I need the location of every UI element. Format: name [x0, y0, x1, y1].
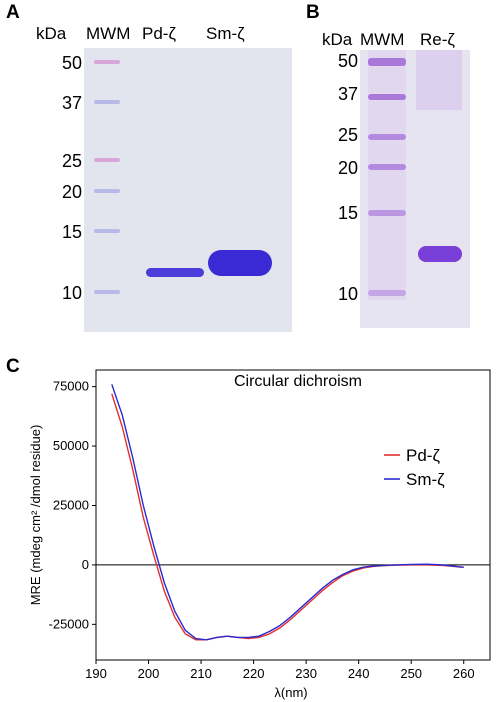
marker-band [368, 94, 406, 100]
y-tick-label: 75000 [53, 379, 89, 394]
panel-a-marker-15: 15 [61, 222, 82, 242]
panel-b-marker-37: 37 [337, 84, 358, 104]
panel-c-letter: C [6, 356, 20, 377]
marker-band [94, 290, 120, 294]
panel-b-gel [360, 50, 470, 328]
marker-band [368, 58, 406, 66]
legend-label: Pd-ζ [406, 446, 440, 465]
panel-a-lane-sm: Sm-ζ [206, 24, 245, 43]
marker-band [368, 134, 406, 140]
plot-frame [95, 369, 491, 661]
marker-band [368, 290, 406, 296]
legend-label: Sm-ζ [406, 470, 445, 489]
marker-band [94, 158, 120, 162]
series-line-0 [111, 393, 464, 641]
y-tick-label: -25000 [49, 616, 89, 631]
panel-a-marker-25: 25 [61, 151, 82, 171]
y-tick-label: 25000 [53, 497, 89, 512]
chart-title: Circular dichroism [234, 373, 362, 390]
panel-b-marker-20: 20 [337, 158, 358, 178]
panel-a-lane-mwm: MWM [86, 24, 131, 43]
marker-band [368, 164, 406, 170]
y-tick-label: 0 [82, 557, 89, 572]
x-tick-label: 230 [295, 666, 317, 681]
panel-a-marker-37: 37 [61, 93, 82, 113]
panel-b-lane-re: Re-ζ [420, 30, 455, 49]
marker-band [94, 229, 120, 233]
marker-lane-smear [368, 50, 406, 300]
panel-b-marker-10: 10 [337, 284, 358, 304]
panel-a-marker-10: 10 [61, 283, 82, 303]
x-tick-label: 200 [138, 666, 160, 681]
x-tick-label: 250 [400, 666, 422, 681]
marker-band [94, 100, 120, 104]
x-tick-label: 210 [190, 666, 212, 681]
panel-b-letter: B [306, 2, 320, 23]
marker-band [94, 189, 120, 193]
y-tick-label: 50000 [53, 438, 89, 453]
panel-b-unit-label: kDa [322, 30, 353, 49]
panel-b-marker-25: 25 [337, 125, 358, 145]
marker-band [368, 210, 406, 216]
x-tick-label: 260 [453, 666, 475, 681]
x-tick-label: 220 [243, 666, 265, 681]
x-tick-label: 240 [348, 666, 370, 681]
panel-a-lane-pd: Pd-ζ [142, 24, 176, 43]
sm-zeta-band [208, 250, 272, 276]
re-lane-smear [416, 50, 462, 110]
panel-a-gel [84, 48, 292, 332]
panel-a-unit-label: kDa [36, 24, 67, 43]
panel-b-marker-50: 50 [337, 51, 358, 71]
panel-a-letter: A [6, 2, 20, 23]
panel-b-marker-15: 15 [337, 203, 358, 223]
panel-b-lane-mwm: MWM [360, 30, 405, 49]
panel-a-marker-20: 20 [61, 182, 82, 202]
marker-band [94, 60, 120, 64]
x-axis-label: λ(nm) [274, 685, 307, 700]
re-zeta-band [418, 246, 462, 262]
pd-zeta-band [146, 268, 204, 277]
series-line-1 [111, 384, 464, 641]
x-tick-label: 190 [85, 666, 107, 681]
y-axis-label: MRE (mdeg cm² /dmol residue) [28, 425, 43, 606]
panel-a-marker-50: 50 [61, 53, 82, 73]
